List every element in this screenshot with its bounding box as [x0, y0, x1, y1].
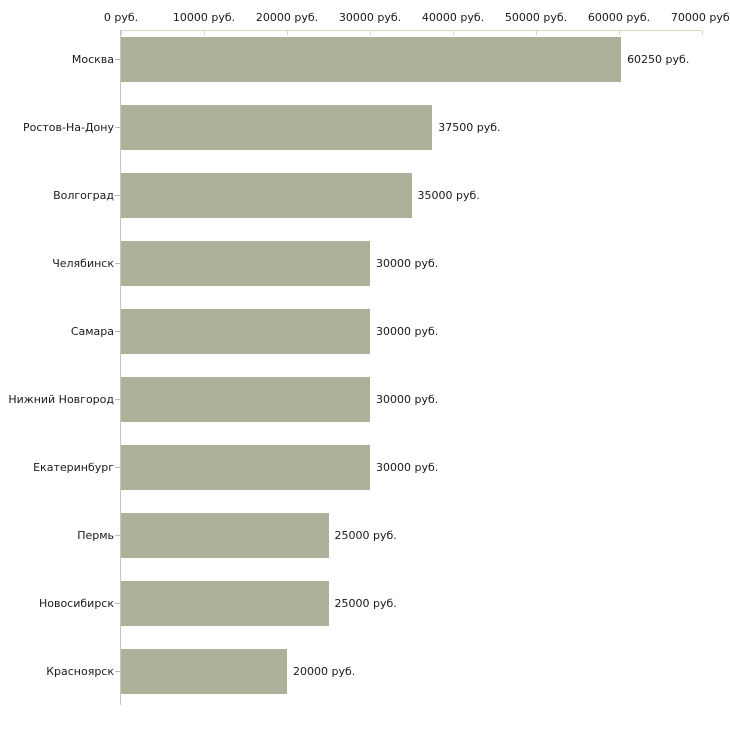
x-tick-label: 50000 руб.	[504, 11, 568, 24]
x-tick-label: 30000 руб.	[338, 11, 402, 24]
bar	[121, 309, 370, 354]
x-axis-line	[121, 30, 702, 31]
bar-row: Челябинск 30000 руб.	[0, 241, 730, 286]
bar-row: Красноярск 20000 руб.	[0, 649, 730, 694]
x-tick-label: 20000 руб.	[255, 11, 319, 24]
x-tick-mark	[121, 31, 122, 35]
x-tick-label: 60000 руб.	[587, 11, 651, 24]
category-label: Нижний Новгород	[8, 393, 114, 406]
x-tick-mark	[619, 31, 620, 35]
y-axis-line	[120, 30, 121, 705]
bar-row: Новосибирск 25000 руб.	[0, 581, 730, 626]
x-tick-mark	[536, 31, 537, 35]
category-tick-mark	[115, 399, 120, 400]
value-label: 60250 руб.	[627, 53, 690, 66]
category-tick-mark	[115, 603, 120, 604]
category-label: Екатеринбург	[33, 461, 114, 474]
category-tick-mark	[115, 467, 120, 468]
category-label: Москва	[71, 53, 114, 66]
bar	[121, 581, 329, 626]
category-label: Пермь	[77, 529, 114, 542]
value-label: 30000 руб.	[376, 325, 439, 338]
value-label: 37500 руб.	[438, 121, 501, 134]
value-label: 30000 руб.	[376, 461, 439, 474]
bar-row: Волгоград 35000 руб.	[0, 173, 730, 218]
bar	[121, 377, 370, 422]
value-label: 30000 руб.	[376, 257, 439, 270]
bar	[121, 513, 329, 558]
bar	[121, 649, 287, 694]
x-tick-mark	[370, 31, 371, 35]
value-label: 25000 руб.	[334, 597, 397, 610]
bar	[121, 105, 433, 150]
category-label: Красноярск	[46, 665, 114, 678]
x-tick-mark	[204, 31, 205, 35]
category-label: Челябинск	[52, 257, 114, 270]
category-tick-mark	[115, 331, 120, 332]
bar	[121, 37, 622, 82]
x-tick-label: 40000 руб.	[421, 11, 485, 24]
value-label: 30000 руб.	[376, 393, 439, 406]
bar-row: Москва 60250 руб.	[0, 37, 730, 82]
category-tick-mark	[115, 195, 120, 196]
bar-row: Нижний Новгород 30000 руб.	[0, 377, 730, 422]
category-label: Самара	[70, 325, 114, 338]
bar	[121, 241, 370, 286]
value-label: 20000 руб.	[293, 665, 356, 678]
bar-row: Екатеринбург 30000 руб.	[0, 445, 730, 490]
bar-row: Пермь 25000 руб.	[0, 513, 730, 558]
x-tick-label: 70000 руб.	[670, 11, 730, 24]
value-label: 35000 руб.	[417, 189, 480, 202]
category-tick-mark	[115, 671, 120, 672]
category-tick-mark	[115, 263, 120, 264]
bar	[121, 445, 370, 490]
category-tick-mark	[115, 127, 120, 128]
x-tick-mark	[702, 31, 703, 35]
x-tick-mark	[287, 31, 288, 35]
bar-row: Ростов-На-Дону 37500 руб.	[0, 105, 730, 150]
x-tick-label: 0 руб.	[103, 11, 139, 24]
category-tick-mark	[115, 59, 120, 60]
bar-row: Самара 30000 руб.	[0, 309, 730, 354]
x-tick-label: 10000 руб.	[172, 11, 236, 24]
category-tick-mark	[115, 535, 120, 536]
bar	[121, 173, 412, 218]
category-label: Новосибирск	[38, 597, 114, 610]
category-label: Ростов-На-Дону	[22, 121, 114, 134]
value-label: 25000 руб.	[334, 529, 397, 542]
category-label: Волгоград	[53, 189, 114, 202]
x-tick-mark	[453, 31, 454, 35]
